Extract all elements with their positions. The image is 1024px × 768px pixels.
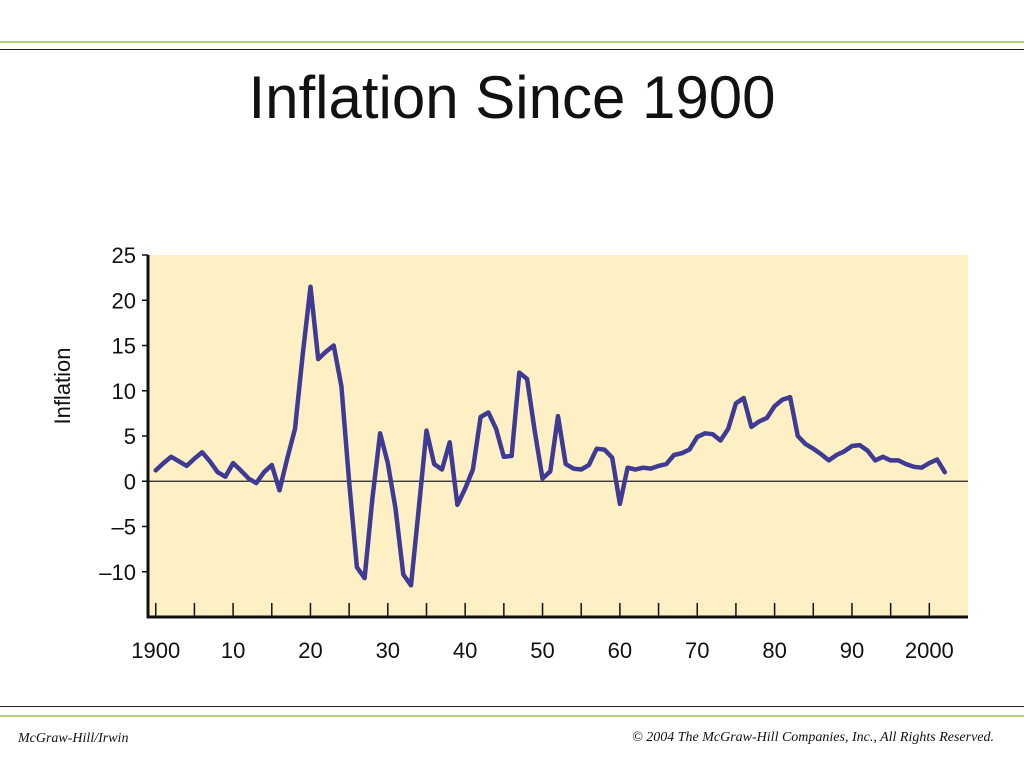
x-tick-label: 50 [530, 638, 554, 663]
footer-copyright: © 2004 The McGraw-Hill Companies, Inc., … [632, 730, 994, 745]
y-axis-title: Inflation [50, 347, 75, 424]
y-tick-label: –10 [99, 560, 136, 585]
x-tick-label: 10 [221, 638, 245, 663]
top-green-rule [0, 41, 1024, 43]
y-tick-label: 5 [124, 424, 136, 449]
x-tick-label: 80 [762, 638, 786, 663]
top-black-rule [0, 49, 1024, 50]
slide-title: Inflation Since 1900 [248, 64, 776, 131]
x-tick-label: 20 [298, 638, 322, 663]
y-tick-label: –5 [112, 515, 136, 540]
x-tick-label: 40 [453, 638, 477, 663]
x-tick-label: 70 [685, 638, 709, 663]
x-tick-label: 90 [840, 638, 864, 663]
bottom-green-rule [0, 715, 1024, 717]
x-tick-label: 60 [608, 638, 632, 663]
x-tick-label: 2000 [905, 638, 954, 663]
bottom-black-rule [0, 706, 1024, 707]
y-tick-label: 20 [112, 288, 136, 313]
y-tick-label: 25 [112, 243, 136, 268]
y-tick-label: 10 [112, 379, 136, 404]
inflation-series-line [153, 284, 948, 588]
x-tick-label: 1900 [131, 638, 180, 663]
footer-publisher: McGraw-Hill/Irwin [18, 731, 129, 746]
y-tick-label: 0 [124, 469, 136, 494]
y-tick-label: 15 [112, 334, 136, 359]
x-tick-label: 30 [376, 638, 400, 663]
plot-area [148, 255, 968, 617]
